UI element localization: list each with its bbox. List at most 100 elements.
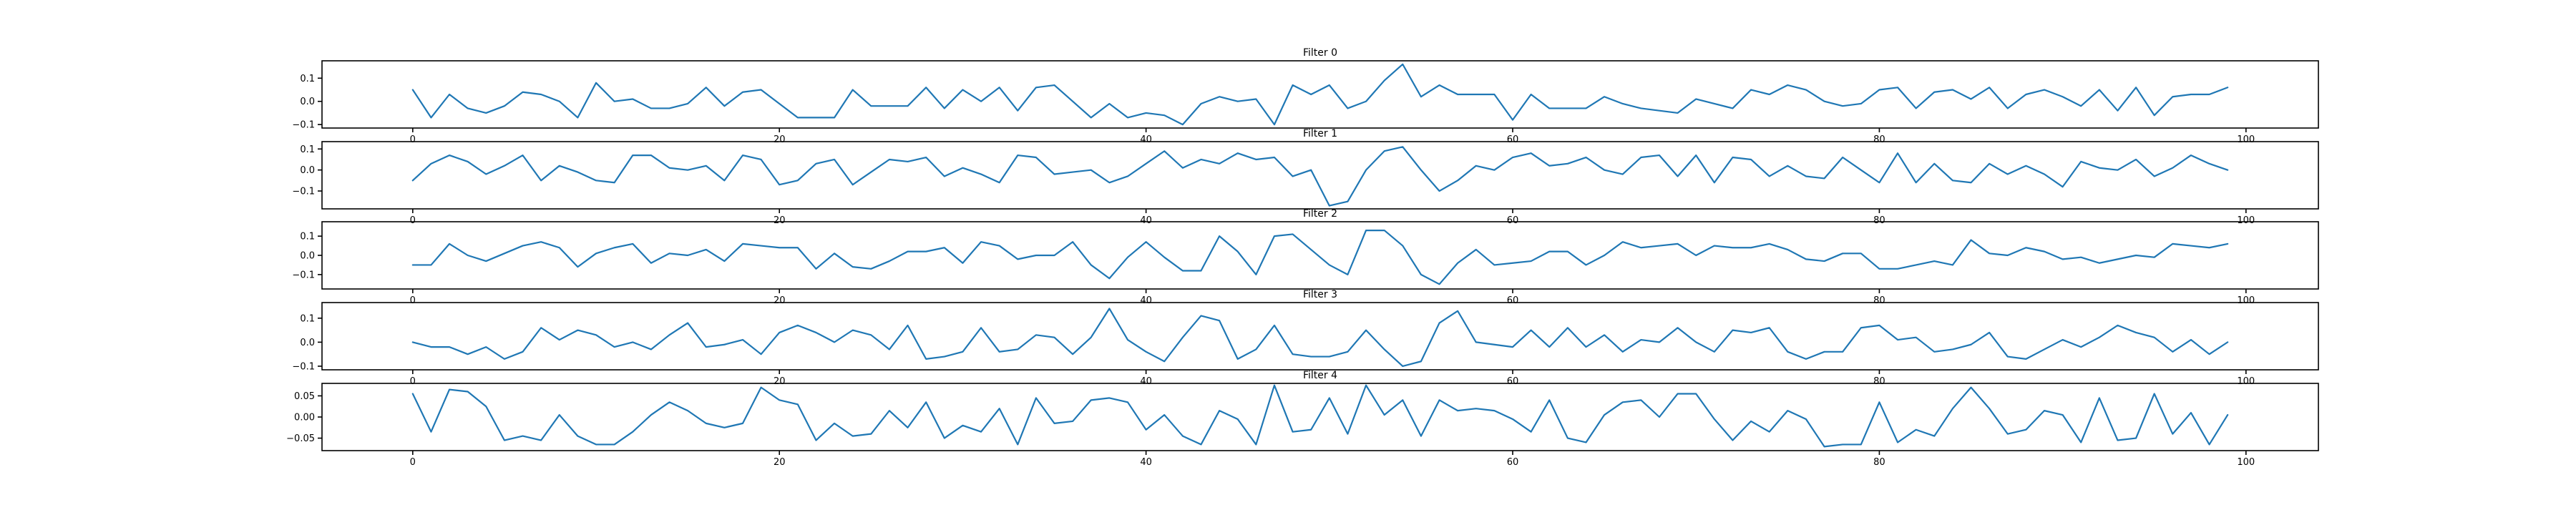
x-tick-label: 80: [1873, 295, 1885, 306]
y-tick: −0.1: [292, 361, 322, 372]
x-tick-label: 80: [1873, 215, 1885, 226]
x-tick-label: 20: [774, 457, 786, 468]
x-tick: 20: [774, 209, 786, 226]
x-tick-label: 0: [410, 295, 416, 306]
y-tick-label: −0.1: [292, 361, 315, 372]
y-tick-label: 0.00: [294, 413, 315, 423]
x-tick: 0: [410, 451, 416, 468]
x-tick: 100: [2237, 209, 2255, 226]
x-tick-label: 100: [2237, 376, 2255, 387]
x-tick: 80: [1873, 209, 1885, 226]
x-tick-label: 100: [2237, 457, 2255, 468]
y-tick-label: 0.0: [300, 97, 315, 107]
panel-filter-1: Filter 1 0 20 40 60 80 100 0.1 0.0 −0.1: [292, 128, 2319, 226]
x-tick: 20: [774, 451, 786, 468]
panel-title: Filter 2: [1303, 208, 1337, 220]
x-tick-label: 40: [1140, 457, 1152, 468]
panel-filter-0: Filter 0 0 20 40 60 80 100 0.1 0.0 −0.1: [292, 47, 2319, 145]
y-tick-label: 0.0: [300, 251, 315, 262]
x-tick-label: 100: [2237, 134, 2255, 145]
x-tick: 60: [1507, 451, 1519, 468]
y-tick: 0.0: [300, 338, 322, 348]
x-tick: 40: [1140, 209, 1152, 226]
x-tick: 40: [1140, 451, 1152, 468]
x-tick-label: 20: [774, 215, 786, 226]
x-tick-label: 20: [774, 134, 786, 145]
panel-title: Filter 0: [1303, 47, 1337, 59]
y-tick-label: 0.0: [300, 165, 315, 176]
y-tick: −0.05: [286, 433, 322, 444]
x-tick: 60: [1507, 289, 1519, 306]
x-tick-label: 80: [1873, 457, 1885, 468]
x-tick-label: 100: [2237, 295, 2255, 306]
x-tick: 0: [410, 128, 416, 145]
axes-frame: [321, 302, 2319, 371]
panel-filter-4: Filter 4 0 20 40 60 80 100 0.05 0.00 −0.05: [286, 370, 2319, 468]
x-tick-label: 40: [1140, 215, 1152, 226]
y-tick: 0.1: [300, 144, 322, 155]
x-tick: 0: [410, 209, 416, 226]
x-tick-label: 40: [1140, 134, 1152, 145]
x-tick-label: 60: [1507, 376, 1519, 387]
x-tick-label: 60: [1507, 134, 1519, 145]
x-tick: 0: [410, 289, 416, 306]
series-line: [411, 384, 2229, 448]
x-tick: 100: [2237, 289, 2255, 306]
series-line: [411, 146, 2229, 207]
x-tick: 60: [1507, 370, 1519, 387]
y-tick: −0.1: [292, 120, 322, 131]
x-tick-label: 40: [1140, 295, 1152, 306]
x-tick-label: 20: [774, 376, 786, 387]
x-tick: 60: [1507, 209, 1519, 226]
panel-filter-2: Filter 2 0 20 40 60 80 100 0.1 0.0 −0.1: [292, 208, 2319, 306]
y-tick-label: 0.1: [300, 74, 315, 84]
x-tick-label: 0: [410, 134, 416, 145]
x-tick: 80: [1873, 289, 1885, 306]
x-tick-label: 0: [410, 457, 416, 468]
series-line: [411, 308, 2229, 368]
y-tick-label: 0.1: [300, 232, 315, 242]
x-tick-label: 60: [1507, 295, 1519, 306]
x-tick: 100: [2237, 451, 2255, 468]
y-tick: 0.1: [300, 313, 322, 324]
y-tick: 0.0: [300, 165, 322, 176]
x-tick-label: 40: [1140, 376, 1152, 387]
y-tick-label: 0.05: [294, 391, 315, 402]
x-tick-label: 80: [1873, 134, 1885, 145]
x-tick: 80: [1873, 451, 1885, 468]
y-tick: −0.1: [292, 270, 322, 280]
x-tick-label: 100: [2237, 215, 2255, 226]
x-tick: 100: [2237, 128, 2255, 145]
x-tick: 60: [1507, 128, 1519, 145]
x-tick: 80: [1873, 370, 1885, 387]
y-tick-label: 0.1: [300, 313, 315, 324]
y-tick: 0.1: [300, 74, 322, 84]
panel-title: Filter 4: [1303, 370, 1337, 381]
y-tick: 0.0: [300, 97, 322, 107]
series-line: [411, 229, 2229, 285]
x-tick: 20: [774, 370, 786, 387]
x-tick: 40: [1140, 128, 1152, 145]
x-tick-label: 60: [1507, 457, 1519, 468]
axes-frame: [321, 60, 2319, 129]
panel-title: Filter 3: [1303, 289, 1337, 300]
panel-filter-3: Filter 3 0 20 40 60 80 100 0.1 0.0 −0.1: [292, 289, 2319, 387]
y-tick: −0.1: [292, 187, 322, 197]
y-tick: 0.05: [294, 391, 322, 402]
y-tick-label: −0.1: [292, 120, 315, 131]
x-tick-label: 80: [1873, 376, 1885, 387]
x-tick-label: 0: [410, 215, 416, 226]
x-tick-label: 0: [410, 376, 416, 387]
axes-frame: [321, 141, 2319, 210]
y-tick: 0.00: [294, 413, 322, 423]
y-tick: 0.1: [300, 232, 322, 242]
panel-title: Filter 1: [1303, 128, 1337, 139]
y-tick-label: −0.1: [292, 187, 315, 197]
x-tick: 20: [774, 289, 785, 306]
x-tick: 20: [774, 128, 786, 145]
y-tick-label: 0.0: [300, 338, 315, 348]
x-tick: 40: [1140, 289, 1152, 306]
x-tick-label: 60: [1507, 215, 1519, 226]
x-tick: 80: [1873, 128, 1885, 145]
